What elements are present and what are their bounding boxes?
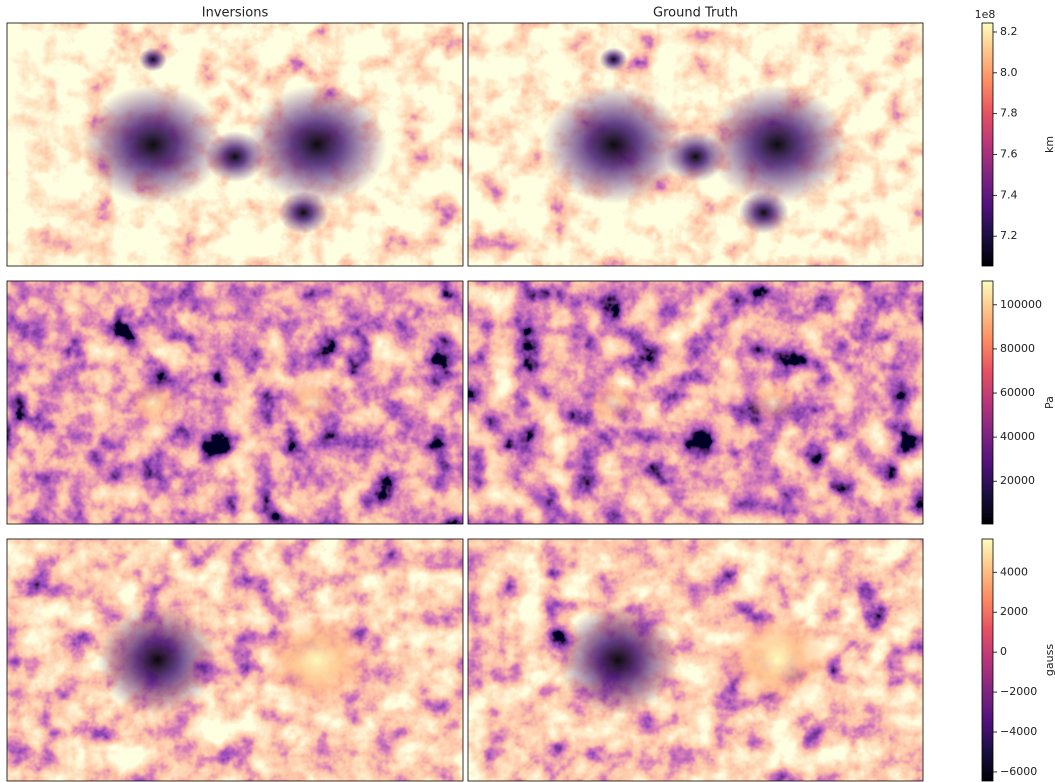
colorbar — [982, 23, 993, 266]
feature — [558, 605, 678, 715]
feature — [666, 131, 726, 182]
colorbar-tick-label: 100000 — [1000, 298, 1042, 311]
feature — [262, 615, 372, 705]
feature — [739, 191, 789, 234]
feature — [544, 85, 684, 204]
heatmap-image — [468, 281, 923, 524]
feature — [707, 85, 847, 204]
colorbar-tick-label: 7.2 — [1000, 229, 1018, 242]
colorbar-tick-label: 20000 — [1000, 474, 1035, 487]
colorbar-tick-label: −4000 — [1000, 725, 1037, 738]
feature — [97, 605, 217, 715]
offset-label: 1e8 — [975, 8, 996, 21]
colorbar-tick-label: 40000 — [1000, 430, 1035, 443]
colorbar-tick-label: 80000 — [1000, 342, 1035, 355]
colorbar-tick-label: 7.8 — [1000, 107, 1018, 120]
colorbar-tick-label: −6000 — [1000, 765, 1037, 778]
heatmap-image — [7, 281, 463, 524]
heatmap-image — [7, 539, 463, 781]
colorbar-tick-label: 8.2 — [1000, 25, 1018, 38]
feature — [278, 191, 328, 234]
feature — [748, 383, 798, 423]
feature — [205, 131, 265, 182]
colorbar-label: Pa — [1043, 396, 1055, 409]
colorbar-label: gauss — [1043, 644, 1055, 676]
colorbar-tick-label: 7.6 — [1000, 148, 1018, 161]
feature — [247, 85, 387, 204]
colorbar — [982, 281, 993, 524]
feature — [722, 615, 832, 705]
feature — [288, 383, 338, 423]
colorbar-tick-label: 0 — [1000, 645, 1007, 658]
panel-title: Inversions — [202, 6, 269, 21]
heatmap-image — [468, 539, 923, 781]
colorbar — [982, 539, 993, 781]
colorbar-tick-label: 4000 — [1000, 565, 1028, 578]
colorbar-tick-label: 7.4 — [1000, 188, 1018, 201]
feature — [83, 85, 223, 204]
feature — [589, 383, 639, 423]
colorbar-tick-label: −2000 — [1000, 685, 1037, 698]
colorbar-label: km — [1043, 136, 1055, 153]
feature — [139, 48, 167, 72]
figure: Inversions Ground Truth 7.2 7.4 7.6 7.8 8.0 8.2… — [0, 0, 1055, 782]
panel-title: Ground Truth — [653, 6, 738, 21]
feature — [128, 383, 178, 423]
feature — [600, 48, 628, 72]
colorbar-tick-label: 2000 — [1000, 605, 1028, 618]
colorbar-tick-label: 60000 — [1000, 386, 1035, 399]
colorbar-tick-label: 8.0 — [1000, 66, 1018, 79]
